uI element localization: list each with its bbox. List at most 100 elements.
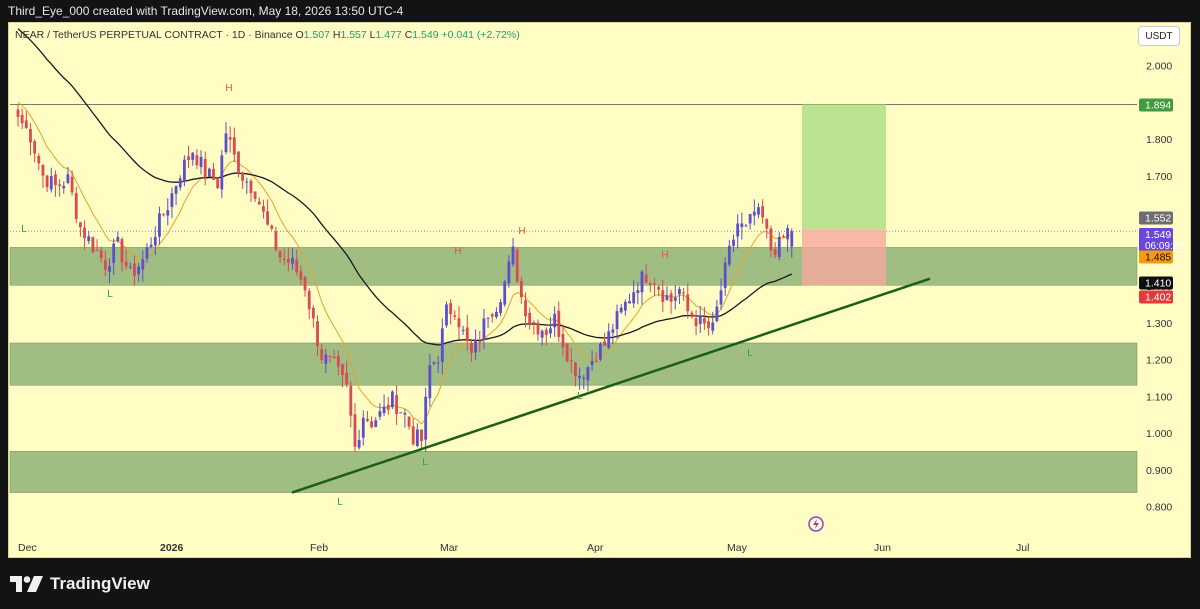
- candle-body: [420, 429, 423, 442]
- candle-body: [673, 297, 677, 301]
- y-axis-tick: 1.100: [1146, 391, 1172, 403]
- candle-body: [54, 174, 57, 186]
- candle-body: [786, 228, 789, 240]
- candle-body: [282, 259, 286, 261]
- candle-body: [183, 159, 186, 182]
- candle-body: [220, 155, 224, 190]
- tradingview-brand: TradingView: [10, 572, 150, 596]
- symbol-title: NEAR / TetherUS PERPETUAL CONTRACT · 1D …: [15, 29, 293, 41]
- ema-slow-line: [17, 28, 793, 346]
- currency-button[interactable]: USDT: [1138, 26, 1180, 46]
- pivot-label-h: H: [454, 246, 461, 257]
- candle-body: [291, 257, 294, 264]
- candle-body: [395, 395, 398, 414]
- close-label: C: [404, 29, 413, 41]
- candle-body: [299, 271, 303, 280]
- price-label: 1.552: [1145, 213, 1171, 225]
- candle-body: [274, 231, 278, 251]
- candle-body: [49, 176, 53, 190]
- candle-body: [33, 141, 37, 154]
- candle-body: [578, 375, 581, 378]
- candle-body: [719, 290, 723, 305]
- candle-body: [711, 322, 715, 331]
- candle-body: [478, 341, 482, 343]
- candle-body: [270, 225, 274, 229]
- candle-body: [382, 406, 386, 414]
- support-zone-0: [9, 247, 1138, 286]
- candle-body: [128, 266, 132, 268]
- candle-body: [137, 266, 141, 275]
- candle-body: [561, 334, 565, 348]
- candle-body: [740, 223, 744, 227]
- candle-body: [83, 227, 86, 239]
- price-label-box: [1139, 276, 1173, 290]
- candle-body: [386, 404, 390, 410]
- candle-body: [295, 259, 299, 273]
- candle-body: [58, 184, 61, 186]
- candle-body: [120, 239, 124, 263]
- candle-body: [99, 250, 103, 259]
- candle-body: [361, 417, 365, 438]
- price-label-box: [1139, 98, 1173, 112]
- y-axis-tick: 0.800: [1146, 502, 1172, 514]
- price-label: 1.410: [1145, 278, 1171, 290]
- candle-body: [153, 236, 157, 246]
- candle-body: [503, 281, 507, 305]
- candle-body: [732, 239, 735, 246]
- candle-body: [757, 207, 760, 215]
- position-stop-area: [802, 230, 886, 286]
- candle-body: [336, 356, 340, 367]
- x-axis-tick: Feb: [310, 542, 328, 554]
- candle-body: [87, 236, 91, 242]
- candle-body: [207, 168, 211, 177]
- price-label-box: [1139, 211, 1173, 225]
- candle-body: [303, 277, 307, 291]
- candle-body: [332, 357, 336, 359]
- candle-body: [178, 178, 182, 188]
- candle-body: [457, 318, 461, 328]
- lightning-bolt-icon: [813, 519, 819, 529]
- support-zone-2: [9, 451, 1138, 493]
- candle-body: [727, 245, 731, 265]
- candle-body: [436, 362, 440, 364]
- y-axis-tick: 1.700: [1146, 171, 1172, 183]
- tradingview-logo-icon: [10, 576, 43, 592]
- candle-body: [511, 246, 515, 265]
- candle-body: [316, 321, 319, 347]
- pivot-label-h: H: [518, 226, 525, 237]
- candle-body: [607, 331, 611, 348]
- candle-body: [399, 412, 403, 414]
- candle-body: [158, 213, 161, 237]
- candle-body: [765, 218, 769, 229]
- candle-body: [228, 137, 232, 140]
- pivot-label-l: L: [107, 289, 113, 300]
- candle-body: [262, 206, 265, 212]
- candle-body: [411, 426, 415, 445]
- brand-name: TradingView: [50, 574, 150, 593]
- candle-body: [170, 193, 174, 207]
- candle-body: [29, 129, 32, 143]
- price-label: 1.402: [1145, 292, 1171, 304]
- candle-body: [690, 312, 694, 317]
- candle-body: [187, 156, 190, 161]
- candle-body: [744, 225, 748, 227]
- candle-body: [723, 262, 727, 289]
- high-value: 1.557: [340, 29, 367, 41]
- y-axis-tick: 1.300: [1146, 318, 1172, 330]
- x-axis-tick: Apr: [587, 542, 604, 554]
- x-axis-tick: Dec: [18, 542, 37, 554]
- price-label: 1.485: [1145, 252, 1171, 264]
- candle-body: [66, 174, 70, 183]
- candle-body: [191, 152, 195, 160]
- candle-body: [474, 339, 477, 353]
- candle-body: [544, 329, 548, 336]
- close-value: 1.549: [412, 29, 439, 41]
- candle-body: [16, 109, 20, 117]
- candle-body: [653, 283, 656, 285]
- candle-body: [445, 304, 448, 326]
- x-axis-tick: Jul: [1016, 542, 1029, 554]
- y-axis-tick: 2.000: [1146, 61, 1172, 73]
- candle-body: [108, 266, 111, 272]
- candle-body: [62, 185, 66, 189]
